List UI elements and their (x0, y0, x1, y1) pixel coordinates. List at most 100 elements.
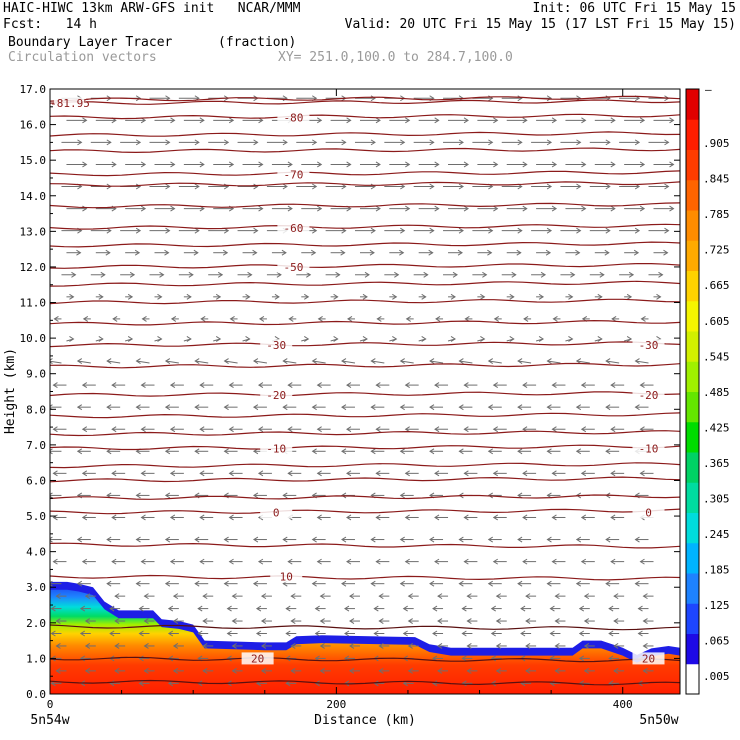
vector-head (610, 426, 616, 433)
vector-head (82, 315, 89, 322)
vector-head (109, 630, 115, 637)
vector-head (282, 358, 288, 364)
y-tick-label: 10.0 (20, 332, 47, 345)
vector-head (429, 404, 435, 411)
vector-head (399, 404, 405, 411)
vector-head (490, 605, 497, 612)
vector-head (480, 336, 486, 342)
vector-head (399, 492, 405, 499)
vector-head (525, 643, 531, 649)
vector-head (135, 536, 141, 543)
vector-head (314, 680, 320, 687)
vector-head (546, 448, 552, 455)
vector-head (228, 117, 235, 124)
vector-shaft (312, 360, 326, 364)
vector-head (253, 183, 259, 190)
vector-head (260, 593, 267, 600)
contour-line (50, 574, 680, 581)
vector-head (580, 470, 587, 477)
vector-head (316, 426, 322, 433)
vector-head (304, 336, 310, 342)
vector-head (290, 593, 296, 600)
vector-head (568, 293, 574, 300)
x-tick-label: 200 (326, 698, 346, 711)
vector-head (215, 336, 222, 342)
vector-head (282, 404, 288, 411)
vector-head (434, 470, 440, 477)
vector-head (463, 514, 469, 521)
vector-head (402, 630, 408, 637)
contour-line (50, 362, 680, 369)
vector-head (581, 161, 587, 168)
vector-head (111, 382, 117, 389)
vector-head (306, 271, 312, 278)
header-line1-left: HAIC-HIWC 13km ARW-GFS init NCAR/MMM (3, 1, 301, 16)
vector-head (82, 161, 88, 168)
header-line2-left: Fcst: 14 h (3, 17, 97, 32)
colorbar-swatch (686, 119, 699, 150)
vector-head (637, 630, 643, 637)
vector-head (199, 426, 205, 433)
vector-head (349, 593, 355, 600)
vector-head (347, 315, 353, 322)
colorbar-label: .845 (703, 173, 730, 186)
vector-head (523, 315, 529, 322)
vector-head (432, 630, 438, 637)
vector-head (98, 336, 104, 342)
vector-head (488, 139, 494, 146)
vector-head (346, 514, 352, 521)
vector-shaft (107, 360, 121, 364)
y-tick-label: 9.0 (26, 368, 46, 381)
contour-label-bg (241, 652, 274, 665)
vector-head (50, 536, 53, 543)
vector-head (140, 426, 146, 433)
vector-head (517, 536, 523, 543)
vector-head (111, 558, 117, 565)
vector-head (554, 593, 560, 600)
vector-head (509, 336, 515, 342)
vector-head (375, 558, 381, 565)
colorbar-label: .905 (703, 137, 730, 150)
vector-head (546, 139, 553, 146)
vector-head (578, 655, 585, 662)
vector-head (143, 618, 149, 624)
vector-head (199, 470, 205, 477)
vector-head (463, 205, 469, 212)
vector-head (493, 117, 499, 124)
contour-line (50, 319, 680, 326)
colorbar-swatch (686, 573, 699, 604)
contour-line (50, 656, 680, 663)
colorbar-swatch (686, 663, 699, 695)
vector-head (375, 117, 381, 124)
vector-head (575, 404, 582, 411)
vector-head (538, 336, 545, 342)
vector-shaft (518, 360, 532, 364)
vector-head (82, 117, 88, 124)
contour-label: -50 (283, 261, 303, 274)
vector-head (482, 271, 488, 278)
vector-head (488, 227, 494, 234)
vector-head (608, 605, 614, 612)
vector-head (517, 358, 523, 364)
vector-head (84, 593, 91, 600)
vector-head (405, 161, 411, 168)
colorbar-swatch (686, 149, 699, 181)
vector-head (135, 358, 141, 364)
vector-head (434, 558, 440, 565)
vector-head (463, 470, 469, 477)
vector-head (551, 117, 558, 124)
vector-head (228, 382, 234, 389)
vector-head (199, 514, 205, 521)
vector-head (642, 618, 648, 624)
vector-head (540, 271, 547, 278)
vector-head (375, 470, 381, 477)
vector-head (378, 667, 384, 674)
vector-head (223, 358, 229, 364)
vector-shaft (371, 360, 385, 364)
vector-head (493, 161, 499, 168)
vector-head (344, 630, 350, 637)
vector-head (492, 382, 499, 389)
vector-head (551, 426, 557, 433)
vector-shaft (136, 360, 150, 364)
vector-shaft (547, 360, 561, 364)
